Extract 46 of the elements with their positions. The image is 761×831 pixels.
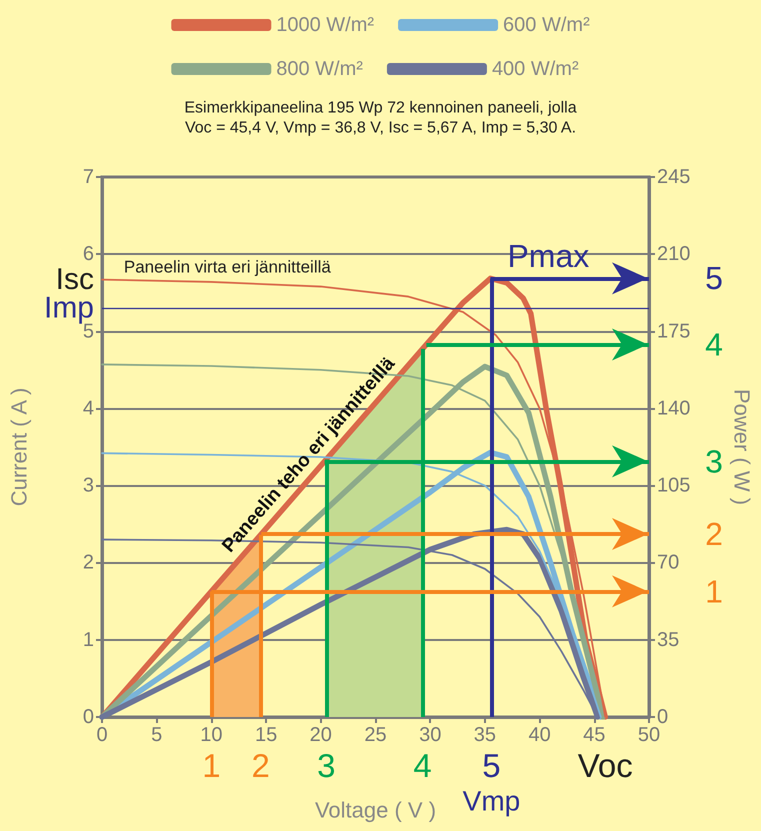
chart-subtitle: Voc = 45,4 V, Vmp = 36,8 V, Isc = 5,67 A, Imp = 5,30 A. [184, 120, 576, 136]
annotation: 2 [705, 516, 723, 552]
y-tick-label: 6 [82, 243, 94, 266]
annotation: Vmp [462, 786, 520, 816]
x-tick-label: 5 [151, 724, 162, 746]
y-tick-label: 1 [82, 628, 94, 651]
y2-tick-label: 210 [657, 243, 690, 266]
y-tick-label: 7 [82, 166, 94, 188]
y-tick-label: 4 [82, 397, 94, 420]
legend-label: 800 W/m² [276, 58, 364, 80]
x-tick-label: 45 [583, 724, 606, 746]
annotation: 3 [705, 444, 723, 480]
y2-axis-title: Power ( W ) [730, 388, 754, 506]
annotation: 5 [482, 747, 501, 784]
annotation: 3 [317, 747, 336, 784]
x-tick-label: 35 [474, 724, 496, 746]
x-tick-label: 40 [528, 724, 551, 746]
x-axis-title: Voltage ( V ) [314, 798, 436, 822]
y2-tick-label: 35 [657, 628, 680, 651]
legend-label: 1000 W/m² [276, 14, 374, 36]
annotation: Voc [578, 747, 633, 784]
annotation: 1 [202, 747, 221, 784]
y-tick-label: 0 [82, 706, 94, 728]
annotation: 4 [705, 326, 723, 362]
x-tick-label: 20 [310, 724, 332, 746]
x-tick-label: 25 [364, 724, 387, 746]
x-tick-label: 30 [419, 724, 442, 746]
x-tick-label: 15 [254, 724, 278, 746]
x-tick-label: 10 [200, 724, 223, 746]
chart-title: Esimerkkipaneelina 195 Wp 72 kennoinen paneeli, jolla [184, 100, 577, 116]
annotation: 1 [705, 573, 723, 610]
legend-label: 400 W/m² [492, 58, 579, 80]
legend-label: 600 W/m² [503, 14, 590, 36]
y-tick-label: 3 [82, 474, 94, 497]
y2-tick-label: 140 [657, 397, 690, 420]
y-tick-label: 2 [82, 552, 94, 574]
x-tick-label: 0 [96, 724, 108, 746]
y2-tick-label: 105 [657, 474, 690, 497]
y-axis-title: Current ( A ) [6, 388, 32, 506]
annotation: Paneelin virta eri jännitteillä [124, 258, 332, 277]
annotation: 4 [413, 747, 432, 784]
annotation: 5 [705, 260, 723, 296]
annotation: 2 [251, 747, 270, 784]
y2-tick-label: 175 [657, 320, 690, 342]
y2-tick-label: 245 [657, 166, 690, 188]
y2-tick-label: 70 [657, 552, 680, 574]
